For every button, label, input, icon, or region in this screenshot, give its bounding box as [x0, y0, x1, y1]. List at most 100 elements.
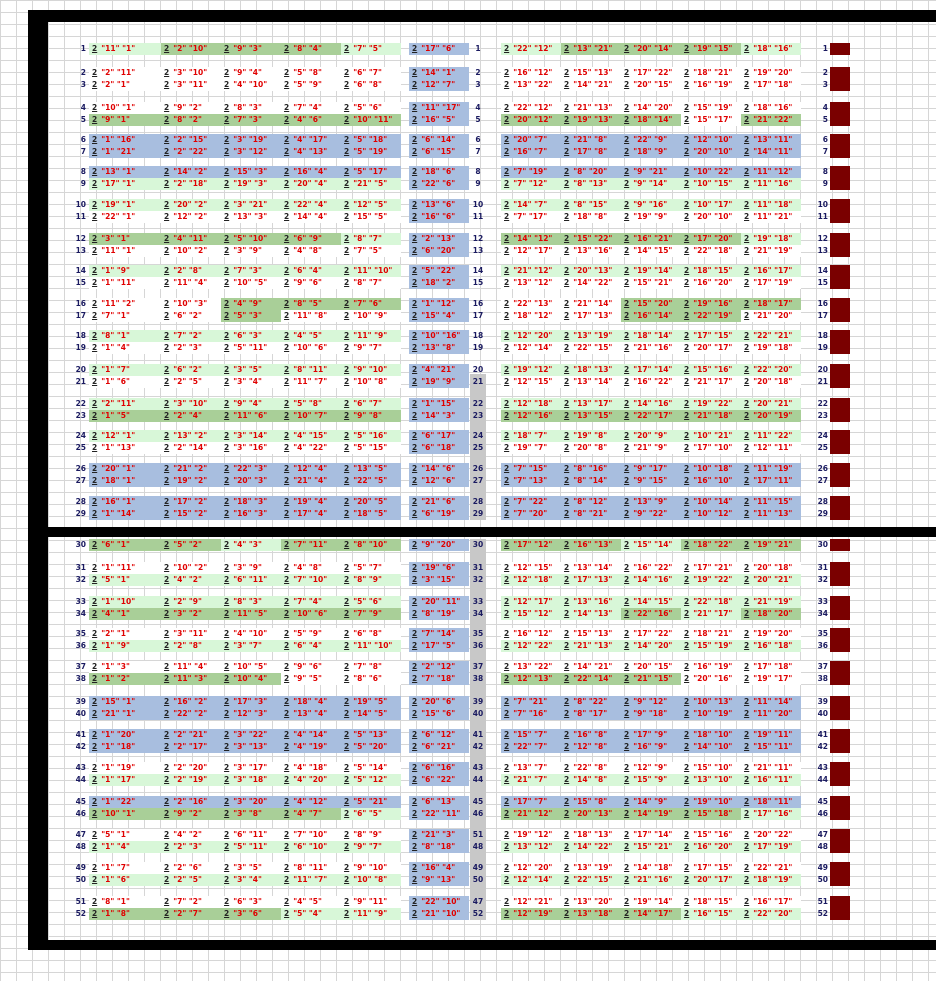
right-group-cell[interactable]: 2 "18" "12": [501, 310, 561, 322]
left-group-cell[interactable]: 2 "1" "19": [89, 762, 161, 774]
right-group-cell[interactable]: 2 "15" "10": [681, 762, 741, 774]
left-group-cell[interactable]: 2 "9" "11": [341, 896, 401, 908]
middle-group-cell[interactable]: 2 "2" "13": [409, 233, 469, 245]
right-group-cell[interactable]: 2 "10" "22": [681, 166, 741, 178]
left-group-cell[interactable]: 2 "10" "11": [341, 114, 401, 126]
middle-group-cell[interactable]: 2 "15" "6": [409, 708, 469, 720]
left-group-cell[interactable]: 2 "3" "18": [221, 774, 281, 786]
left-group-cell[interactable]: 2 "7" "5": [341, 43, 401, 55]
left-group-cell[interactable]: 2 "10" "5": [221, 277, 281, 289]
left-group-cell[interactable]: 2 "3" "19": [221, 134, 281, 146]
right-group-cell[interactable]: 2 "16" "19": [681, 661, 741, 673]
right-group-cell[interactable]: 2 "18" "16": [741, 43, 801, 55]
right-group-cell[interactable]: 2 "21" "17": [681, 608, 741, 620]
right-group-cell[interactable]: 2 "17" "8": [561, 146, 621, 158]
right-group-cell[interactable]: 2 "13" "22": [501, 79, 561, 91]
middle-group-cell[interactable]: 2 "13" "8": [409, 342, 469, 354]
left-group-cell[interactable]: 2 "5" "6": [341, 596, 401, 608]
left-group-cell[interactable]: 2 "11" "8": [281, 310, 341, 322]
right-group-cell[interactable]: 2 "14" "15": [621, 245, 681, 257]
left-group-cell[interactable]: 2 "7" "10": [281, 829, 341, 841]
right-group-cell[interactable]: 2 "10" "21": [681, 430, 741, 442]
right-group-cell[interactable]: 2 "21" "18": [681, 410, 741, 422]
right-group-cell[interactable]: 2 "13" "12": [501, 841, 561, 853]
right-group-cell[interactable]: 2 "20" "15": [621, 79, 681, 91]
right-group-cell[interactable]: 2 "18" "13": [561, 829, 621, 841]
right-group-cell[interactable]: 2 "12" "20": [501, 862, 561, 874]
right-group-cell[interactable]: 2 "18" "13": [561, 364, 621, 376]
middle-group-cell[interactable]: 2 "3" "15": [409, 574, 469, 586]
left-group-cell[interactable]: 2 "7" "2": [161, 330, 221, 342]
left-group-cell[interactable]: 2 "1" "16": [89, 134, 161, 146]
left-group-cell[interactable]: 2 "2" "22": [161, 146, 221, 158]
left-group-cell[interactable]: 2 "13" "4": [281, 708, 341, 720]
left-group-cell[interactable]: 2 "4" "6": [281, 114, 341, 126]
right-group-cell[interactable]: 2 "13" "11": [741, 134, 801, 146]
right-group-cell[interactable]: 2 "22" "21": [741, 862, 801, 874]
left-group-cell[interactable]: 2 "7" "10": [281, 574, 341, 586]
left-group-cell[interactable]: 2 "8" "3": [221, 102, 281, 114]
left-group-cell[interactable]: 2 "7" "2": [161, 896, 221, 908]
left-group-cell[interactable]: 2 "11" "1": [89, 43, 161, 55]
right-group-cell[interactable]: 2 "14" "13": [561, 608, 621, 620]
middle-group-cell[interactable]: 2 "7" "14": [409, 628, 469, 640]
right-group-cell[interactable]: 2 "17" "11": [741, 475, 801, 487]
left-group-cell[interactable]: 2 "3" "8": [221, 808, 281, 820]
right-group-cell[interactable]: 2 "22" "8": [561, 762, 621, 774]
left-group-cell[interactable]: 2 "8" "7": [341, 277, 401, 289]
right-group-cell[interactable]: 2 "13" "16": [561, 245, 621, 257]
right-group-cell[interactable]: 2 "17" "7": [501, 796, 561, 808]
right-group-cell[interactable]: 2 "17" "21": [681, 562, 741, 574]
right-group-cell[interactable]: 2 "14" "19": [621, 808, 681, 820]
right-group-cell[interactable]: 2 "14" "21": [561, 79, 621, 91]
left-group-cell[interactable]: 2 "11" "7": [281, 376, 341, 388]
left-group-cell[interactable]: 2 "6" "2": [161, 310, 221, 322]
left-group-cell[interactable]: 2 "3" "14": [221, 430, 281, 442]
left-group-cell[interactable]: 2 "1" "20": [89, 729, 161, 741]
right-group-cell[interactable]: 2 "22" "9": [621, 134, 681, 146]
right-group-cell[interactable]: 2 "20" "7": [501, 134, 561, 146]
right-group-cell[interactable]: 2 "14" "16": [621, 574, 681, 586]
right-group-cell[interactable]: 2 "17" "16": [741, 808, 801, 820]
right-group-cell[interactable]: 2 "16" "9": [621, 741, 681, 753]
middle-group-cell[interactable]: 2 "2" "12": [409, 661, 469, 673]
left-group-cell[interactable]: 2 "5" "3": [221, 310, 281, 322]
right-group-cell[interactable]: 2 "7" "21": [501, 696, 561, 708]
left-group-cell[interactable]: 2 "5" "20": [341, 741, 401, 753]
right-group-cell[interactable]: 2 "19" "18": [741, 342, 801, 354]
right-group-cell[interactable]: 2 "16" "12": [501, 628, 561, 640]
left-group-cell[interactable]: 2 "4" "20": [281, 774, 341, 786]
left-group-cell[interactable]: 2 "20" "2": [161, 199, 221, 211]
right-group-cell[interactable]: 2 "22" "17": [621, 410, 681, 422]
left-group-cell[interactable]: 2 "6" "7": [341, 67, 401, 79]
left-group-cell[interactable]: 2 "22" "1": [89, 211, 161, 223]
left-group-cell[interactable]: 2 "5" "9": [281, 79, 341, 91]
right-group-cell[interactable]: 2 "19" "10": [681, 796, 741, 808]
right-group-cell[interactable]: 2 "14" "15": [621, 596, 681, 608]
left-group-cell[interactable]: 2 "2" "1": [89, 628, 161, 640]
left-group-cell[interactable]: 2 "2" "14": [161, 442, 221, 454]
left-group-cell[interactable]: 2 "6" "3": [221, 330, 281, 342]
left-group-cell[interactable]: 2 "9" "2": [161, 102, 221, 114]
middle-group-cell[interactable]: 2 "6" "22": [409, 774, 469, 786]
left-group-cell[interactable]: 2 "17" "4": [281, 508, 341, 520]
right-group-cell[interactable]: 2 "12" "18": [501, 574, 561, 586]
right-group-cell[interactable]: 2 "16" "20": [681, 841, 741, 853]
right-group-cell[interactable]: 2 "20" "14": [621, 43, 681, 55]
right-group-cell[interactable]: 2 "9" "16": [621, 199, 681, 211]
right-group-cell[interactable]: 2 "12" "21": [501, 896, 561, 908]
right-group-cell[interactable]: 2 "21" "7": [501, 774, 561, 786]
right-group-cell[interactable]: 2 "16" "7": [501, 146, 561, 158]
left-group-cell[interactable]: 2 "1" "13": [89, 442, 161, 454]
right-group-cell[interactable]: 2 "10" "15": [681, 178, 741, 190]
left-group-cell[interactable]: 2 "5" "4": [281, 908, 341, 920]
left-group-cell[interactable]: 2 "5" "19": [341, 146, 401, 158]
right-group-cell[interactable]: 2 "18" "19": [741, 874, 801, 886]
left-group-cell[interactable]: 2 "3" "7": [221, 640, 281, 652]
right-group-cell[interactable]: 2 "18" "20": [741, 608, 801, 620]
middle-group-cell[interactable]: 2 "14" "1": [409, 67, 469, 79]
left-group-cell[interactable]: 2 "9" "4": [221, 398, 281, 410]
left-group-cell[interactable]: 2 "15" "5": [341, 211, 401, 223]
left-group-cell[interactable]: 2 "6" "8": [341, 79, 401, 91]
